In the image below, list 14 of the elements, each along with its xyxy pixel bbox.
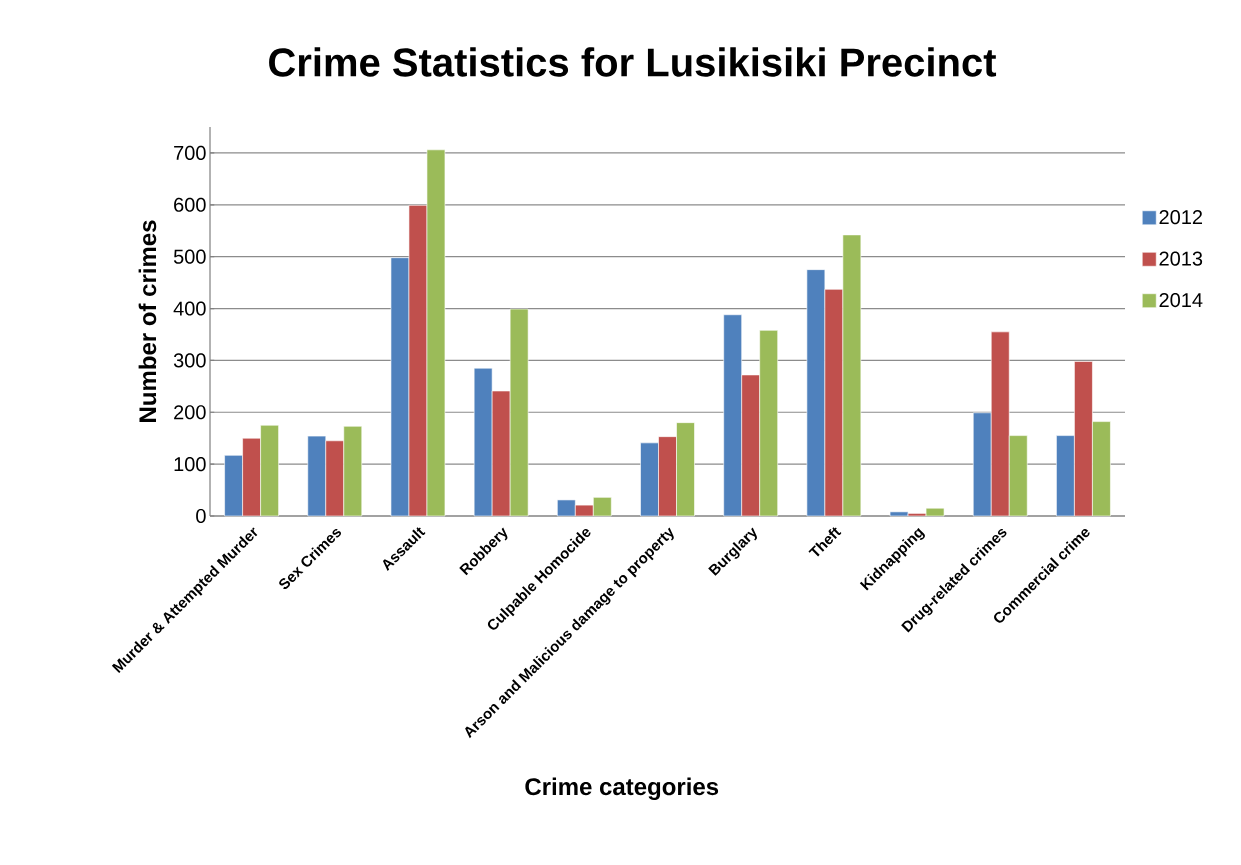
y-tick-label: 200 xyxy=(174,405,206,420)
y-tick-label: 300 xyxy=(173,353,206,368)
y-tick-label: 700 xyxy=(174,145,206,161)
legend-label: 2013 xyxy=(1159,251,1203,266)
y-tick-label: 400 xyxy=(173,301,206,316)
legend-label: 2014 xyxy=(1159,293,1203,308)
legend-label: 2012 xyxy=(1159,210,1203,225)
y-tick-label: 0 xyxy=(196,508,206,524)
y-tick-label: 500 xyxy=(173,249,206,264)
y-tick-label: 100 xyxy=(174,457,206,472)
y-tick-label: 600 xyxy=(174,197,206,212)
chart-title: Crime Statistics for Lusikisiki Precinct xyxy=(269,47,997,77)
x-axis-title: Crime categories xyxy=(525,777,719,801)
y-axis-title: Number of crimes xyxy=(138,220,157,422)
